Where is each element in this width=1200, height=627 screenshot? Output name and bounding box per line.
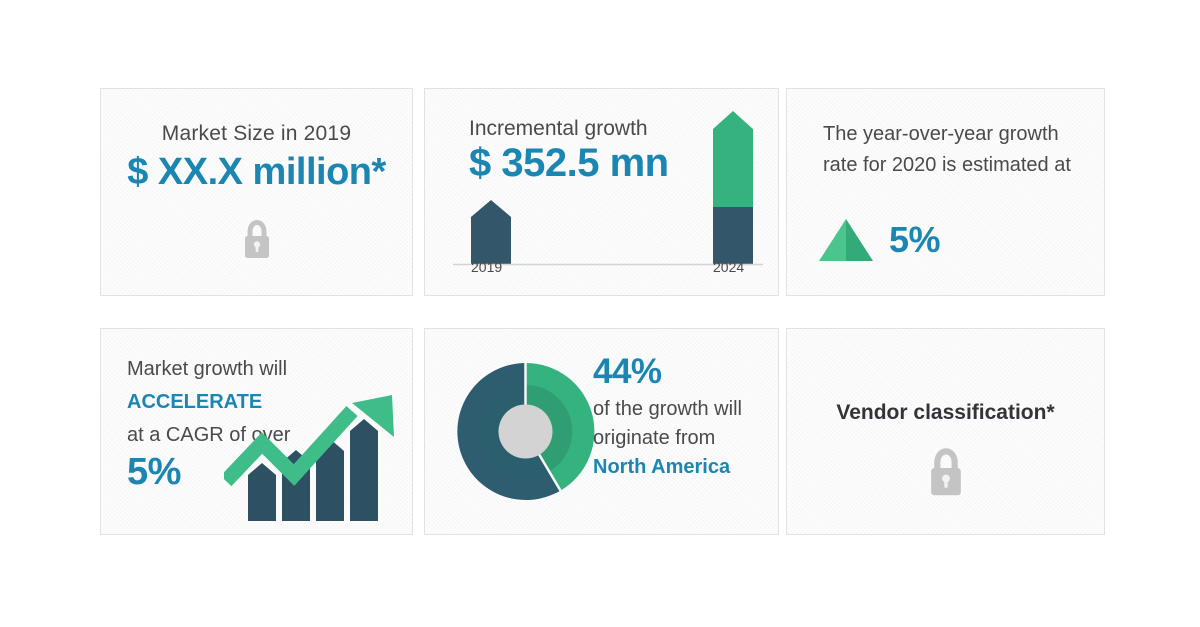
axis-label-2019: 2019	[471, 259, 503, 275]
cagr-line-accelerate: ACCELERATE	[127, 391, 263, 413]
region-share-text-block: 44% of the growth will originate from No…	[593, 349, 773, 482]
market-size-lock-wrap	[101, 219, 412, 261]
region-share-line-1: of the growth will	[593, 398, 742, 420]
bar-2024-growth	[713, 111, 753, 207]
bar-2019	[471, 200, 511, 264]
vendor-classification-title: Vendor classification*	[836, 401, 1055, 424]
yoy-growth-value: 5%	[889, 219, 941, 260]
yoy-growth-text: The year-over-year growth rate for 2020 …	[823, 123, 1071, 176]
lock-icon	[930, 448, 961, 496]
card-vendor-classification: Vendor classification*	[786, 328, 1105, 535]
axis-label-2024: 2024	[713, 259, 745, 275]
incremental-growth-bar-chart	[453, 111, 763, 266]
region-share-region: North America	[593, 456, 731, 478]
vendor-classification-lock-wrap	[787, 447, 1104, 499]
card-region-share: 44% of the growth will originate from No…	[424, 328, 779, 535]
cagr-text-block: Market growth will ACCELERATE at a CAGR …	[127, 353, 290, 452]
lock-icon	[244, 219, 269, 258]
growth-arrow-chart-icon	[224, 395, 394, 521]
card-yoy-growth: The year-over-year growth rate for 2020 …	[786, 88, 1105, 296]
bar-2024-base	[713, 207, 753, 264]
cagr-value: 5%	[127, 451, 181, 493]
region-share-percent: 44%	[593, 352, 662, 391]
incremental-growth-title: Incremental growth	[469, 117, 648, 140]
triangle-up-icon	[819, 219, 873, 261]
donut-center-hole	[498, 404, 553, 459]
card-market-size: Market Size in 2019 $ XX.X million*	[100, 88, 413, 296]
cagr-line-1: Market growth will	[127, 358, 288, 380]
incremental-growth-value: $ 352.5 mn	[469, 141, 669, 185]
cagr-line-3: at a CAGR of over	[127, 424, 291, 446]
region-share-line-2: originate from	[593, 427, 716, 449]
market-size-value: $ XX.X million*	[127, 151, 386, 193]
market-size-title: Market Size in 2019	[161, 122, 352, 145]
region-share-donut-chart	[457, 362, 595, 500]
card-incremental-growth: Incremental growth $ 352.5 mn 2019 2024	[424, 88, 779, 296]
card-grid: Market Size in 2019 $ XX.X million*	[100, 88, 1105, 535]
yoy-growth-value-row: 5%	[817, 217, 941, 263]
card-cagr: Market growth will ACCELERATE at a CAGR …	[100, 328, 413, 535]
